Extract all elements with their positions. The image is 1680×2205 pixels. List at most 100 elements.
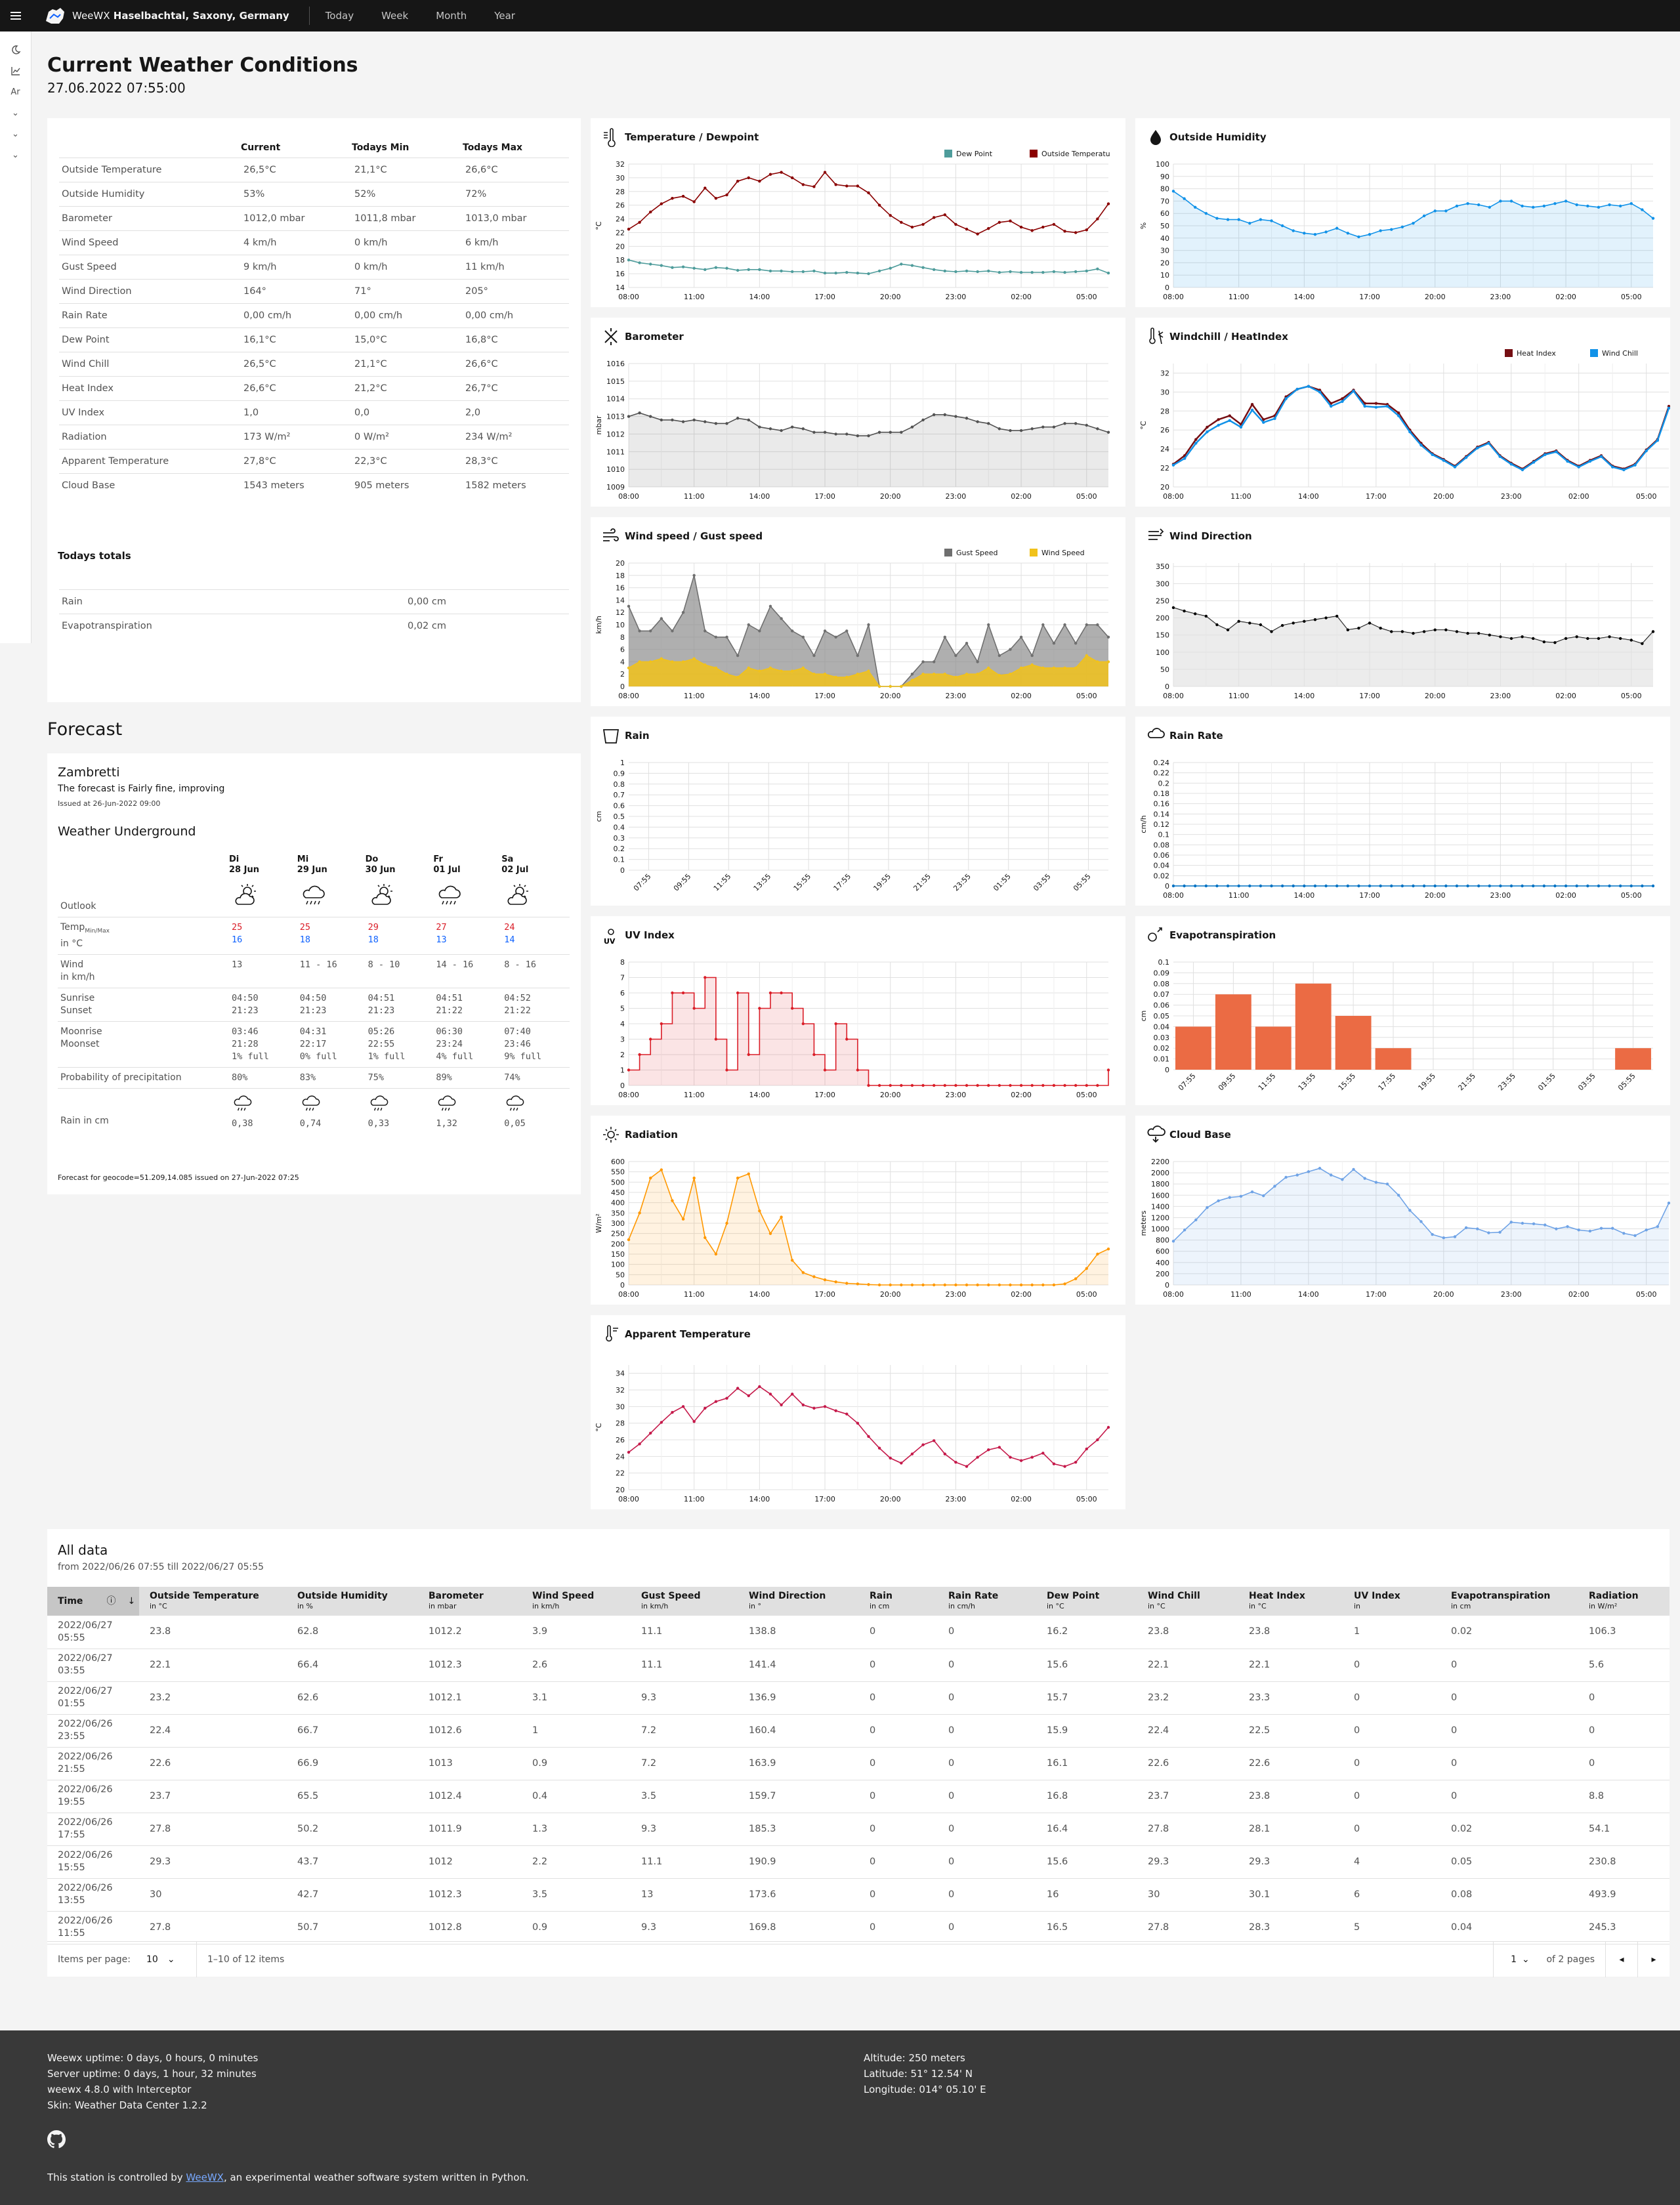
y-tick-label: 0.7: [614, 791, 625, 799]
data-point: [1106, 1425, 1110, 1429]
y-tick-label: 1800: [1151, 1180, 1169, 1188]
y-tick-label: 16: [616, 584, 625, 593]
data-point: [1341, 400, 1344, 404]
page-select[interactable]: 1 ⌄: [1511, 1954, 1530, 1965]
forecast-temp: 25 18: [297, 917, 366, 955]
column-header-time[interactable]: Time ⓘ ↓: [47, 1587, 139, 1616]
y-tick-label: 0.24: [1154, 759, 1170, 767]
next-page-button[interactable]: ▸: [1651, 1954, 1656, 1965]
data-point: [714, 197, 718, 200]
forecast-wind: 8 - 10: [365, 954, 434, 988]
y-tick-label: 0.06: [1154, 851, 1170, 860]
y-tick-label: 550: [611, 1168, 625, 1177]
column-header[interactable]: Wind Speed in km/h: [522, 1587, 631, 1616]
column-header[interactable]: Gust Speed in km/h: [631, 1587, 738, 1616]
chart-baro: Barometer 1009 1010 1011 1012 1013 1014 1015 101…: [591, 318, 1125, 507]
data-point: [1019, 1283, 1023, 1287]
chevron-down-icon[interactable]: ⌄: [12, 150, 19, 160]
data-point: [1052, 425, 1056, 429]
data-point: [692, 657, 696, 660]
row-label: Outside Temperature: [59, 157, 241, 182]
column-header[interactable]: Wind Direction in °: [738, 1587, 859, 1616]
chart-plot: 1009 1010 1011 1012 1013 1014 1015 1016 mbar 08:0…: [595, 360, 1110, 501]
y-tick-label: 7: [620, 974, 625, 982]
x-tick-label: 14:00: [749, 293, 770, 301]
chevron-down-icon[interactable]: ⌄: [12, 108, 19, 118]
column-header[interactable]: UV Index in: [1343, 1587, 1440, 1616]
x-tick-label: 11:00: [1230, 492, 1251, 501]
row-value: 1013,0 mbar: [463, 205, 569, 230]
legend-swatch: [1505, 349, 1513, 357]
data-point: [1477, 631, 1480, 635]
data-point: [900, 684, 903, 688]
cell-value: 138.8: [738, 1616, 859, 1649]
y-tick-label: 8: [620, 633, 625, 642]
nav-month[interactable]: Month: [436, 10, 467, 22]
forecast-wind: 11 - 16: [297, 954, 366, 988]
y-tick-label: 0.1: [614, 856, 625, 864]
column-header[interactable]: Heat Index in °C: [1238, 1587, 1343, 1616]
x-tick-label: 02:00: [1555, 692, 1576, 700]
legend-swatch: [944, 549, 952, 556]
column-header[interactable]: Dew Point in °C: [1036, 1587, 1137, 1616]
data-point: [671, 197, 674, 200]
github-icon[interactable]: [47, 2130, 66, 2149]
chevron-down-icon[interactable]: ⌄: [12, 129, 19, 139]
table-row: 2022/06/27 05:55 23.8 62.8 1012.2 3.9 11.1 138.…: [47, 1616, 1670, 1649]
forecast-wind: 8 - 16: [501, 954, 570, 988]
x-tick-label: 08:00: [1163, 293, 1184, 301]
data-point: [1553, 201, 1557, 205]
y-tick-label: 250: [1156, 597, 1169, 605]
row-label: Wind in km/h: [58, 954, 229, 988]
y-tick-label: 1000: [1151, 1225, 1169, 1234]
nav-week[interactable]: Week: [381, 10, 409, 22]
weewx-link[interactable]: WeeWX: [186, 2172, 224, 2183]
data-point: [649, 210, 652, 214]
language-icon[interactable]: Ar: [10, 87, 20, 97]
items-per-page-select[interactable]: 10 ⌄: [146, 1954, 175, 1965]
data-point: [867, 434, 870, 438]
x-tick-label: 09:55: [672, 872, 693, 893]
data-point: [1307, 1170, 1311, 1173]
y-tick-label: 1013: [606, 413, 625, 421]
nav-year[interactable]: Year: [494, 10, 515, 22]
y-tick-label: 0.12: [1154, 820, 1170, 829]
column-header[interactable]: Barometer in mbar: [418, 1587, 522, 1616]
data-point: [1248, 884, 1251, 888]
y-tick-label: 400: [611, 1199, 625, 1208]
data-point: [747, 176, 750, 180]
column-header[interactable]: Evapotranspiration in cm: [1440, 1587, 1578, 1616]
data-point: [1498, 455, 1502, 458]
chart-title: Evapotranspiration: [1169, 929, 1276, 941]
data-point: [1588, 459, 1592, 463]
column-header[interactable]: Outside Temperature in °C: [139, 1587, 287, 1616]
cell-value: 163.9: [738, 1747, 859, 1780]
brand-title[interactable]: WeeWX Haselbachtal, Saxony, Germany: [72, 10, 289, 22]
x-tick-label: 02:00: [1568, 1290, 1589, 1299]
y-tick-label: 600: [1156, 1248, 1169, 1256]
data-point: [976, 270, 979, 274]
column-header[interactable]: Outside Humidity in %: [287, 1587, 418, 1616]
data-point: [1041, 1083, 1045, 1087]
data-point: [1030, 1456, 1034, 1459]
x-tick-label: 15:55: [1337, 1072, 1358, 1093]
chart-title: Wind speed / Gust speed: [625, 530, 763, 542]
y-tick-label: 3: [620, 1036, 625, 1044]
row-value: 28,3°C: [463, 448, 569, 473]
data-point: [1194, 438, 1198, 441]
chart-plot: 0 200 400 600 800 1000 1200 1400 1600 1800 2000 220…: [1139, 1158, 1670, 1299]
nav-today[interactable]: Today: [325, 10, 354, 22]
moon-icon[interactable]: [0, 39, 31, 60]
prev-page-button[interactable]: ◂: [1619, 1954, 1624, 1965]
column-header[interactable]: Radiation in W/m²: [1578, 1587, 1670, 1616]
y-tick-label: 300: [611, 1219, 625, 1228]
column-header[interactable]: Rain Rate in cm/h: [938, 1587, 1036, 1616]
chart-icon[interactable]: [0, 60, 31, 81]
data-point: [834, 183, 837, 186]
column-header[interactable]: Rain in cm: [859, 1587, 938, 1616]
x-tick-label: 14:00: [749, 1495, 770, 1503]
y-tick-label: 0.07: [1154, 990, 1170, 999]
menu-icon[interactable]: [0, 0, 32, 32]
row-label: TempMin/Max in °C: [58, 917, 229, 955]
column-header[interactable]: Wind Chill in °C: [1137, 1587, 1238, 1616]
